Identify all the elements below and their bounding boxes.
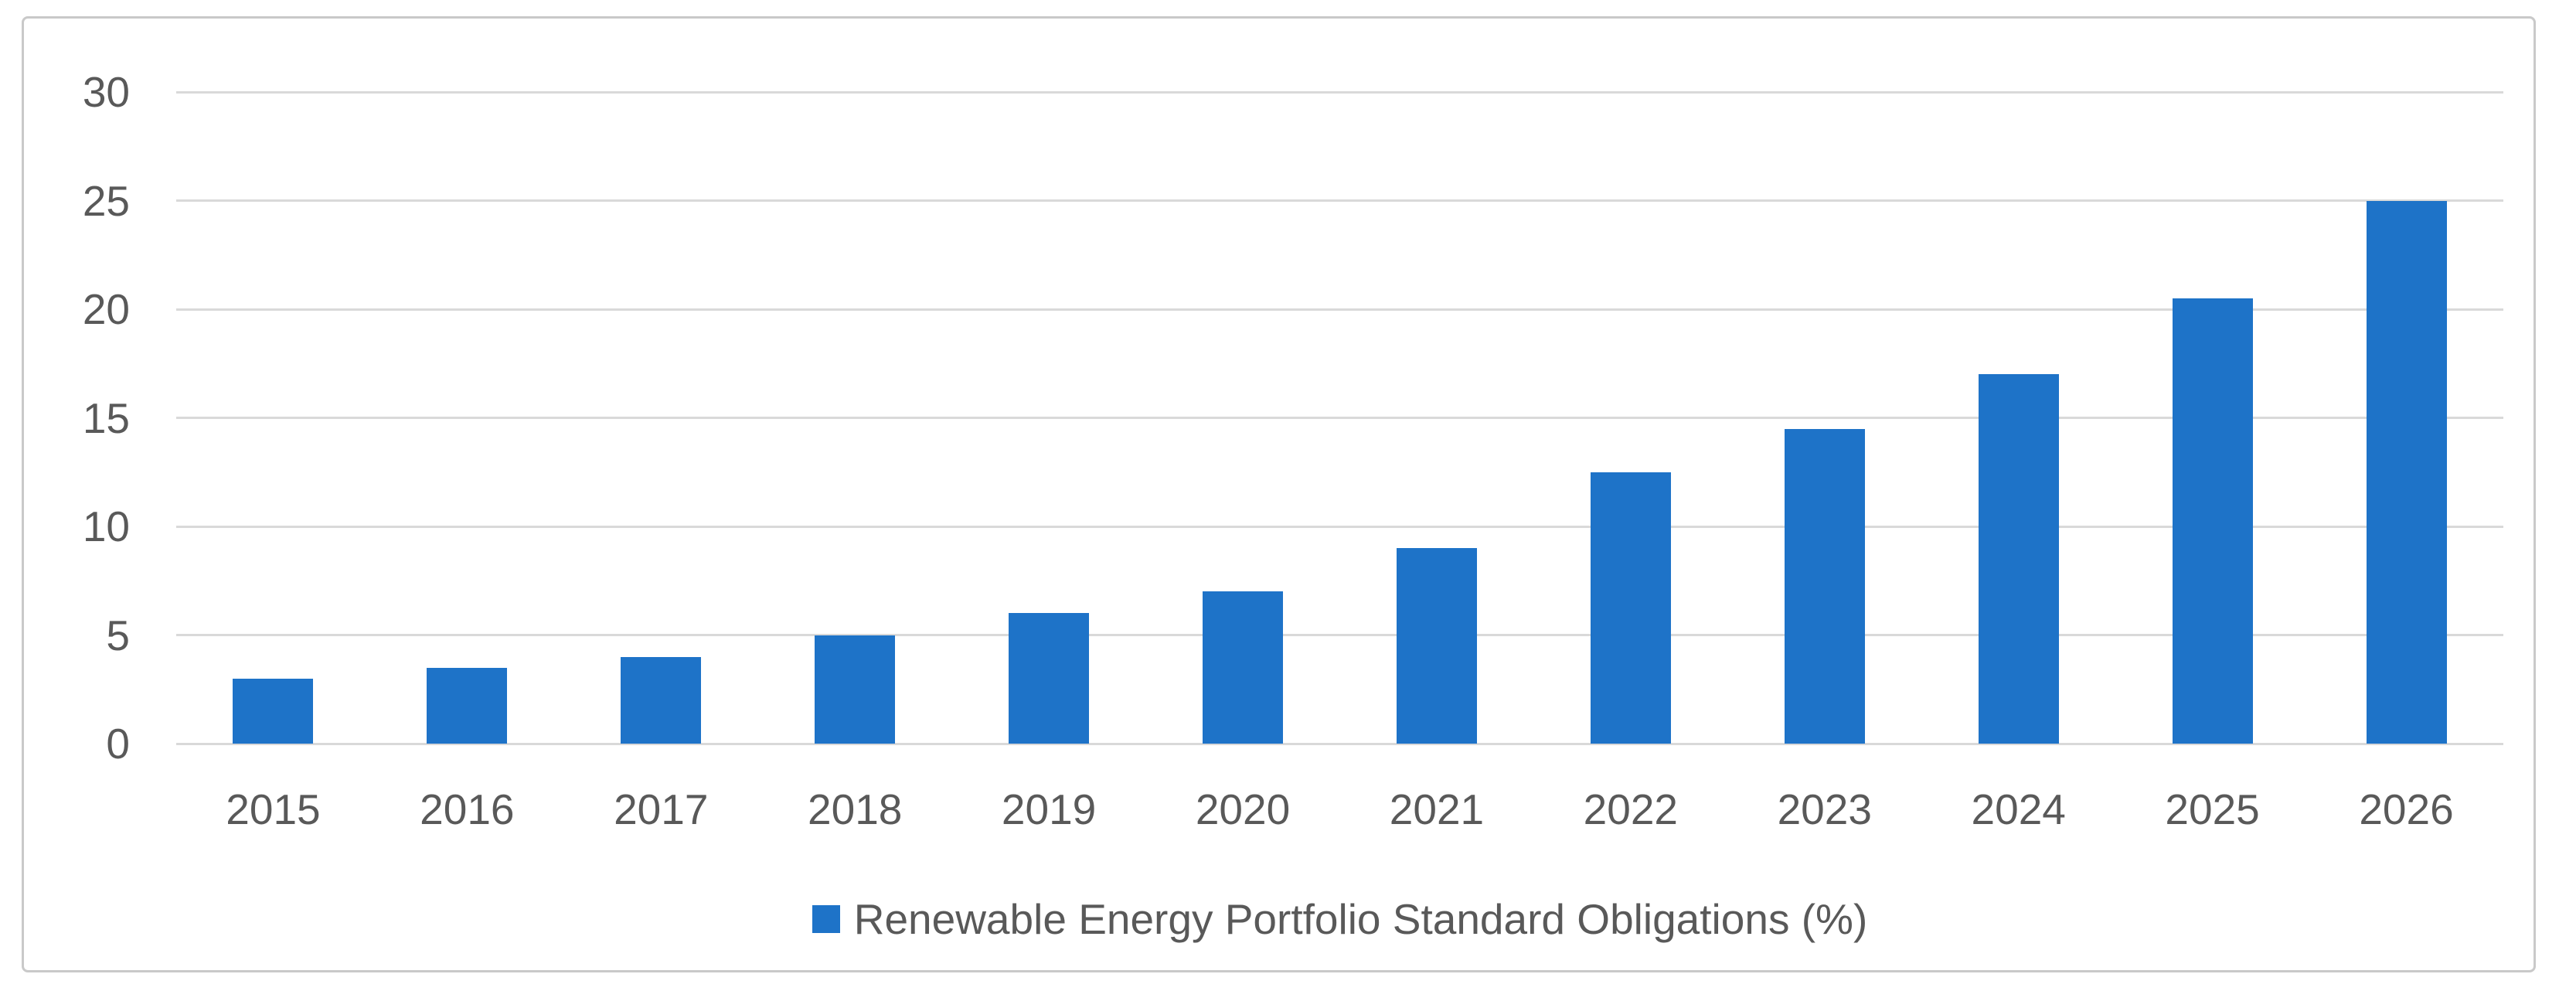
bar-2022 xyxy=(1590,472,1671,744)
y-tick-label-15: 15 xyxy=(82,393,130,442)
bar-2024 xyxy=(1978,374,2059,744)
y-tick-label-5: 5 xyxy=(106,611,130,659)
y-tick-label-10: 10 xyxy=(82,502,130,550)
bar-2019 xyxy=(1009,613,1090,744)
bar-2015 xyxy=(233,678,314,744)
y-tick-label-30: 30 xyxy=(82,68,130,116)
x-tick-label-2025: 2025 xyxy=(2165,785,2260,833)
bar-2023 xyxy=(1784,428,1865,744)
x-tick-label-2026: 2026 xyxy=(2359,785,2454,833)
bar-2025 xyxy=(2172,298,2253,744)
bar-2016 xyxy=(427,667,508,744)
x-tick-label-2022: 2022 xyxy=(1583,785,1679,833)
x-tick-label-2016: 2016 xyxy=(420,785,515,833)
gridline-25 xyxy=(176,199,2503,202)
x-tick-label-2018: 2018 xyxy=(808,785,903,833)
plot-area xyxy=(176,90,2503,745)
bar-2021 xyxy=(1396,548,1477,744)
x-tick-label-2021: 2021 xyxy=(1389,785,1485,833)
y-tick-label-0: 0 xyxy=(106,720,130,768)
bar-2017 xyxy=(621,656,702,744)
x-tick-label-2019: 2019 xyxy=(1001,785,1097,833)
bar-2018 xyxy=(815,635,896,744)
legend: Renewable Energy Portfolio Standard Obli… xyxy=(176,897,2503,941)
chart-frame: 2015 2016 2017 2018 2019 2020 2021 2022 2023 2024… xyxy=(22,16,2536,972)
gridline-30 xyxy=(176,90,2503,94)
x-tick-label-2023: 2023 xyxy=(1777,785,1872,833)
y-tick-label-25: 25 xyxy=(82,176,130,225)
x-tick-label-2015: 2015 xyxy=(226,785,321,833)
gridline-0 xyxy=(176,742,2503,745)
gridline-10 xyxy=(176,525,2503,528)
x-axis: 2015 2016 2017 2018 2019 2020 2021 2022 2023 2024… xyxy=(176,788,2503,831)
bar-2020 xyxy=(1203,591,1284,744)
legend-swatch-icon xyxy=(812,905,840,933)
gridline-15 xyxy=(176,417,2503,419)
x-tick-label-2020: 2020 xyxy=(1195,785,1291,833)
x-tick-label-2017: 2017 xyxy=(614,785,709,833)
gridline-20 xyxy=(176,308,2503,311)
gridline-5 xyxy=(176,634,2503,636)
bar-2026 xyxy=(2366,200,2447,744)
legend-label: Renewable Energy Portfolio Standard Obli… xyxy=(853,895,1868,943)
y-tick-label-20: 20 xyxy=(82,285,130,333)
x-tick-label-2024: 2024 xyxy=(1971,785,2066,833)
